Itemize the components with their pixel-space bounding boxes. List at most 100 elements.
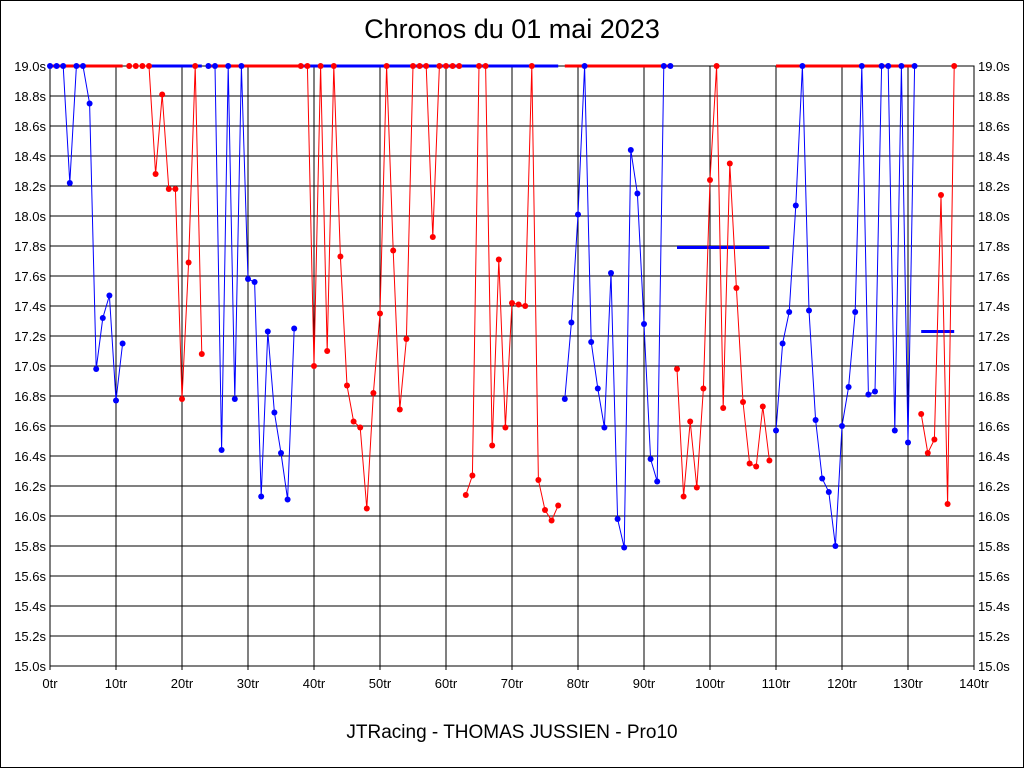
lap-point: [47, 63, 53, 69]
y-tick-label-left: 18.0s: [14, 209, 46, 224]
lap-point: [614, 516, 621, 522]
lap-point: [753, 463, 760, 470]
lap-point: [905, 439, 911, 446]
lap-point: [667, 63, 674, 69]
lap-point: [205, 63, 212, 69]
y-tick-label-left: 17.2s: [14, 329, 46, 344]
lap-point: [179, 396, 185, 402]
lap-point: [304, 63, 311, 69]
lap-point: [924, 450, 931, 456]
lap-point: [198, 351, 205, 357]
x-tick-label: 90tr: [633, 676, 656, 691]
lap-point: [344, 382, 350, 389]
series-line: [208, 65, 295, 500]
lap-point: [819, 475, 826, 482]
x-tick-label: 10tr: [105, 676, 128, 691]
x-tick-label: 120tr: [827, 676, 857, 691]
y-tick-label-right: 16.0s: [978, 509, 1010, 524]
lap-point: [73, 63, 80, 69]
lap-point: [575, 211, 581, 218]
lap-point: [944, 501, 951, 507]
lap-point: [555, 502, 562, 509]
y-tick-label-right: 17.0s: [978, 359, 1010, 374]
lap-point: [806, 307, 812, 314]
y-tick-label-right: 16.6s: [978, 419, 1010, 434]
lap-point: [258, 493, 265, 500]
lap-point: [885, 63, 892, 69]
lap-point: [601, 424, 608, 431]
lap-point: [608, 270, 614, 276]
lap-point: [707, 177, 713, 183]
lap-point: [146, 63, 152, 69]
lap-point: [581, 63, 588, 69]
lap-point: [799, 63, 806, 69]
y-tick-label-left: 18.8s: [14, 89, 46, 104]
lap-point: [700, 385, 707, 392]
lap-point: [423, 63, 430, 69]
y-tick-label-left: 17.4s: [14, 299, 46, 314]
x-tick-label: 0tr: [42, 676, 58, 691]
chart-footer: JTRacing - THOMAS JUSSIEN - Pro10: [346, 722, 678, 743]
lap-point: [594, 385, 601, 392]
x-tick-label: 50tr: [369, 676, 392, 691]
series-line: [920, 65, 955, 505]
y-tick-label-right: 16.8s: [978, 389, 1010, 404]
lap-point: [872, 388, 878, 395]
y-tick-label-right: 17.8s: [978, 239, 1010, 254]
lap-point: [641, 321, 647, 327]
lap-point: [225, 63, 232, 69]
chart-title: Chronos du 01 mai 2023: [364, 14, 660, 44]
lap-point: [766, 457, 773, 464]
lap-point: [126, 63, 133, 69]
lap-point: [713, 63, 720, 69]
lap-point: [271, 409, 278, 416]
lap-point: [726, 160, 733, 167]
lap-point: [687, 418, 694, 425]
lap-point: [185, 259, 192, 266]
lap-point: [918, 411, 925, 417]
lap-point: [660, 63, 667, 69]
lap-point: [99, 315, 106, 321]
y-tick-label-left: 16.4s: [14, 449, 46, 464]
lap-point: [231, 396, 238, 402]
lap-point: [792, 202, 799, 209]
lap-point: [825, 489, 832, 495]
lap-point: [436, 63, 443, 69]
lap-point: [779, 340, 786, 347]
reference-lines: [50, 64, 955, 333]
y-tick-label-right: 18.8s: [978, 89, 1010, 104]
lap-point: [938, 192, 944, 198]
lap-point: [390, 247, 397, 254]
x-tick-label: 60tr: [435, 676, 458, 691]
y-tick-label-right: 15.8s: [978, 539, 1010, 554]
y-tick-label-right: 15.6s: [978, 569, 1010, 584]
y-tick-label-left: 16.6s: [14, 419, 46, 434]
lap-point: [951, 63, 958, 69]
x-tick-label: 20tr: [171, 676, 194, 691]
lap-point: [192, 63, 199, 69]
lap-point: [561, 396, 568, 402]
lap-point: [495, 256, 502, 263]
y-tick-label-left: 15.8s: [14, 539, 46, 554]
y-tick-label-left: 15.6s: [14, 569, 46, 584]
lap-point: [317, 63, 324, 69]
lap-point: [357, 424, 364, 431]
lap-point: [674, 366, 680, 372]
y-tick-label-left: 15.4s: [14, 599, 46, 614]
y-tick-label-left: 17.6s: [14, 269, 46, 284]
x-tick-label: 40tr: [303, 676, 326, 691]
lap-point: [251, 279, 258, 285]
lap-point: [852, 309, 859, 315]
series-layer: [47, 63, 958, 551]
lap-point: [324, 348, 331, 354]
y-tick-label-left: 16.8s: [14, 389, 46, 404]
x-tick-label: 130tr: [893, 676, 923, 691]
lap-point: [429, 234, 436, 240]
y-tick-label-right: 18.6s: [978, 119, 1010, 134]
grid-layer: [49, 65, 975, 670]
lap-point: [627, 147, 634, 153]
y-tick-label-left: 18.4s: [14, 149, 46, 164]
lap-point: [482, 63, 489, 69]
lap-point: [396, 406, 403, 413]
